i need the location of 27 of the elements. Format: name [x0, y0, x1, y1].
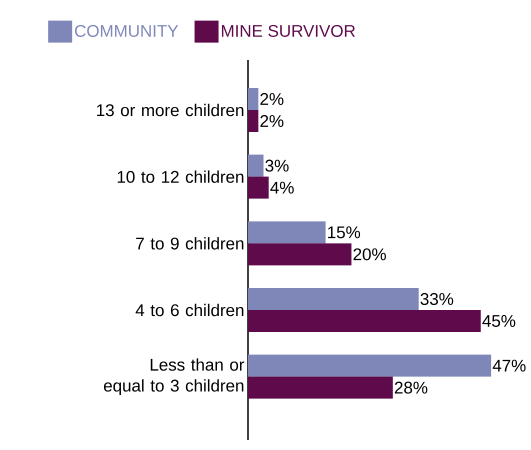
bar [248, 221, 326, 244]
legend-label: MINE SURVIVOR [222, 24, 355, 37]
legend-label: COMMUNITY [74, 24, 178, 37]
bar [248, 176, 269, 199]
data-label: 2% [260, 115, 284, 127]
bar [248, 243, 352, 266]
data-label: 2% [260, 93, 284, 105]
y-tick-label: 7 to 9 children [136, 237, 244, 250]
data-label: 28% [394, 382, 428, 394]
data-label: 20% [354, 248, 386, 260]
bar [248, 310, 481, 332]
y-tick-label: Less than or equal to 3 children [104, 358, 244, 396]
data-label: 33% [420, 293, 454, 306]
y-tick-label: 13 or more children [97, 104, 244, 116]
y-tick-label: 10 to 12 children [118, 170, 244, 183]
bar [248, 376, 393, 399]
bar [248, 354, 492, 377]
data-label: 47% [492, 360, 526, 372]
bar [248, 110, 258, 132]
y-tick-label: 4 to 6 children [136, 304, 244, 316]
bar [248, 88, 258, 110]
data-label: 4% [270, 182, 294, 194]
data-label: 3% [265, 160, 289, 172]
data-label: 15% [328, 226, 360, 238]
bar [248, 288, 419, 310]
data-label: 45% [482, 315, 516, 327]
bar [248, 154, 264, 177]
